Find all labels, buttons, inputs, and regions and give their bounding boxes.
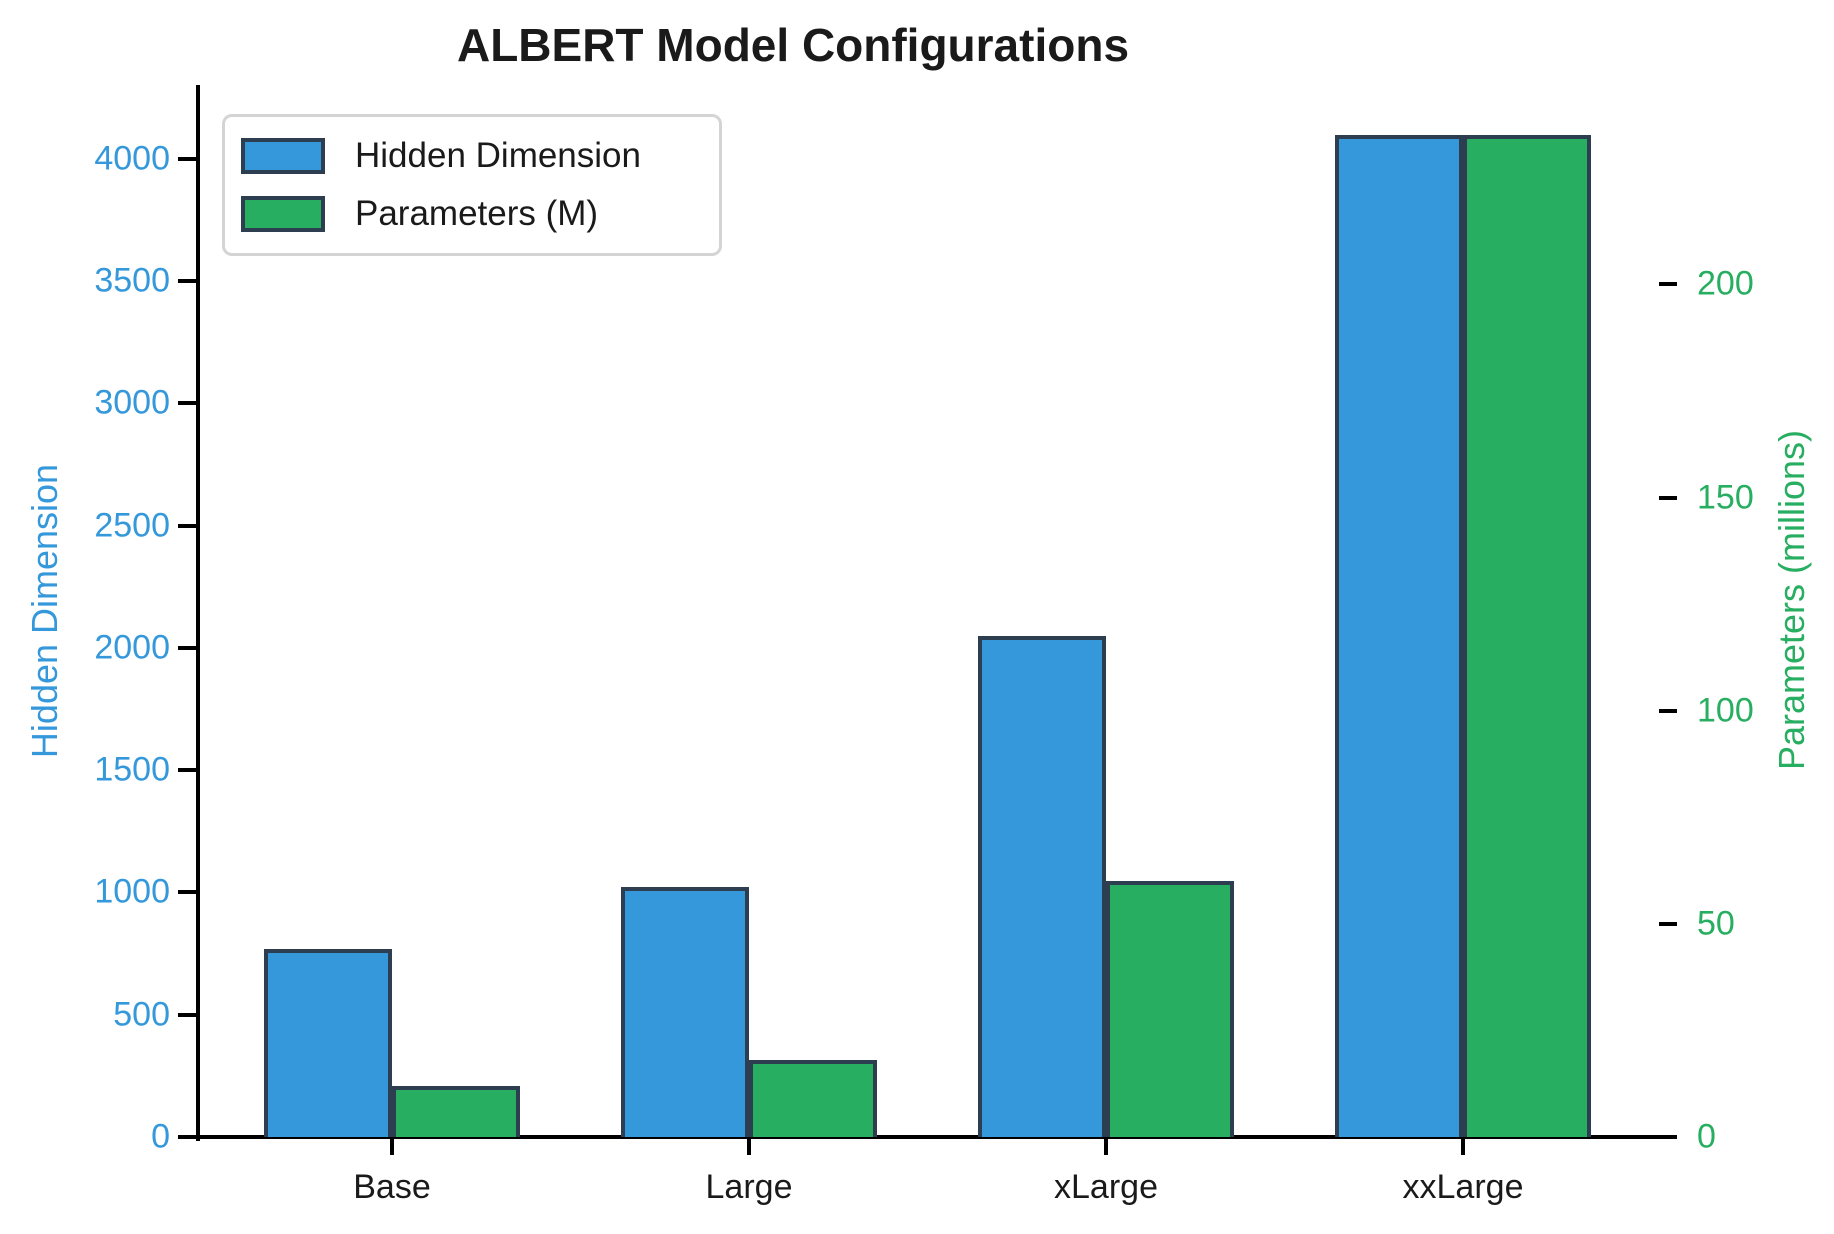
- bar-hidden-dimension-large: [621, 886, 749, 1137]
- legend-item-parameters: Parameters (M): [241, 185, 719, 243]
- y-tick-left: [178, 890, 196, 895]
- bar-hidden-dimension-base: [264, 949, 392, 1137]
- y-axis-label-left: Hidden Dimension: [24, 463, 65, 759]
- bar-parameters-m-large: [749, 1060, 877, 1137]
- bar-hidden-dimension-xxlarge: [1335, 135, 1463, 1137]
- y-axis-label-right: Parameters (millions): [1771, 429, 1812, 771]
- x-tick-label-xxlarge: xxLarge: [1402, 1168, 1524, 1206]
- x-axis-spine: [196, 1135, 1660, 1139]
- y-tick-left: [178, 1012, 196, 1017]
- x-tick: [1461, 1137, 1465, 1155]
- y-axis-spine: [196, 85, 200, 1141]
- y-tick-label-left: 3000: [94, 383, 170, 422]
- legend-label-parameters: Parameters (M): [355, 194, 599, 233]
- legend-label-hidden-dimension: Hidden Dimension: [355, 136, 641, 175]
- y-tick-label-right: 50: [1697, 904, 1735, 943]
- x-tick-label-base: Base: [353, 1168, 431, 1206]
- x-tick: [1104, 1137, 1108, 1155]
- y-tick-left: [178, 156, 196, 161]
- y-tick-left: [178, 401, 196, 406]
- bar-parameters-m-xxlarge: [1463, 135, 1591, 1137]
- y-tick-left: [178, 1135, 196, 1139]
- y-tick-right: [1659, 282, 1677, 287]
- legend-item-hidden-dimension: Hidden Dimension: [241, 127, 719, 185]
- y-tick-right: [1659, 495, 1677, 500]
- legend: Hidden Dimension Parameters (M): [222, 114, 722, 256]
- y-tick-left: [178, 768, 196, 773]
- bar-hidden-dimension-xlarge: [978, 636, 1106, 1137]
- y-tick-left: [178, 645, 196, 650]
- legend-swatch-parameters-icon: [241, 196, 325, 232]
- y-tick-label-right: 0: [1697, 1117, 1716, 1156]
- y-tick-right: [1659, 921, 1677, 926]
- y-tick-label-right: 200: [1697, 264, 1754, 303]
- y-tick-right: [1659, 1135, 1677, 1139]
- y-tick-label-left: 1500: [94, 750, 170, 789]
- y-tick-left: [178, 523, 196, 528]
- chart-title: ALBERT Model Configurations: [456, 19, 1130, 71]
- y-tick-label-left: 4000: [94, 139, 170, 178]
- x-tick: [390, 1137, 394, 1155]
- y-tick-label-left: 2500: [94, 506, 170, 544]
- y-tick-label-left: 3500: [94, 261, 170, 300]
- y-tick-left: [178, 278, 196, 283]
- y-tick-label-left: 2000: [94, 628, 170, 667]
- y-tick-label-left: 0: [151, 1117, 170, 1156]
- x-tick: [747, 1137, 751, 1155]
- y-tick-right: [1659, 708, 1677, 713]
- x-tick-label-xlarge: xLarge: [1054, 1168, 1158, 1206]
- legend-swatch-hidden-dimension-icon: [241, 138, 325, 174]
- y-tick-label-left: 500: [113, 995, 170, 1034]
- bar-parameters-m-base: [392, 1085, 520, 1137]
- y-tick-label-right: 100: [1697, 691, 1754, 730]
- bar-parameters-m-xlarge: [1106, 881, 1234, 1137]
- x-tick-label-large: Large: [705, 1168, 793, 1206]
- y-tick-label-right: 150: [1697, 478, 1754, 517]
- y-tick-label-left: 1000: [94, 872, 170, 911]
